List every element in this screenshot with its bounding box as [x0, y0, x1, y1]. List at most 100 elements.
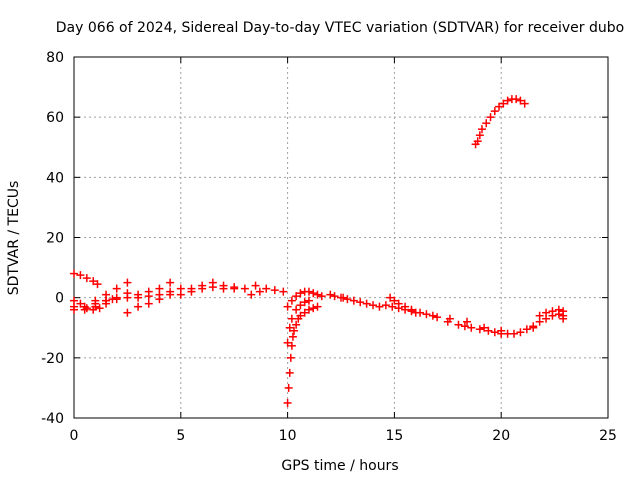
data-point: [296, 311, 305, 320]
data-point: [80, 302, 89, 311]
data-point: [296, 301, 305, 310]
data-point: [490, 107, 499, 116]
data-point: [512, 95, 521, 104]
data-point: [285, 323, 294, 332]
data-point: [554, 305, 563, 314]
data-point: [300, 298, 309, 307]
data-point: [313, 302, 322, 311]
data-point: [454, 320, 463, 329]
data-point: [287, 341, 296, 350]
data-point: [475, 131, 484, 140]
data-point: [300, 308, 309, 317]
data-point: [219, 284, 228, 293]
data-point: [394, 299, 403, 308]
x-tick-labels: 0 5 10 15 20 25: [70, 428, 617, 444]
data-point: [230, 284, 239, 293]
data-point: [304, 305, 313, 314]
data-point: [176, 290, 185, 299]
data-point: [123, 278, 132, 287]
data-point: [401, 302, 410, 311]
x-tick-label: 20: [492, 428, 510, 444]
data-point: [286, 353, 295, 362]
data-point: [287, 314, 296, 323]
x-tick-label: 25: [599, 428, 617, 444]
data-point: [339, 293, 348, 302]
data-point: [330, 292, 339, 301]
data-point: [497, 326, 506, 335]
data-point: [95, 304, 104, 313]
data-point: [155, 284, 164, 293]
data-point: [480, 323, 489, 332]
data-point: [251, 281, 260, 290]
data-point: [240, 284, 249, 293]
data-point: [70, 305, 78, 314]
data-point: [486, 113, 495, 122]
data-point: [559, 307, 568, 316]
y-tick-label: 80: [46, 50, 64, 66]
data-point: [91, 296, 100, 305]
data-point: [422, 310, 431, 319]
data-point: [134, 293, 143, 302]
x-tick-label: 15: [385, 428, 403, 444]
data-point: [82, 274, 91, 283]
data-point: [490, 328, 499, 337]
data-point: [292, 320, 301, 329]
data-point: [283, 398, 292, 407]
data-point: [559, 314, 568, 323]
data-point: [503, 96, 512, 105]
data-point: [283, 338, 292, 347]
data-point: [187, 284, 196, 293]
data-point: [144, 287, 153, 296]
axis-ticks: [73, 56, 609, 419]
data-point: [89, 277, 98, 286]
data-point: [166, 290, 175, 299]
data-point: [482, 119, 491, 128]
data-point: [428, 311, 437, 320]
y-tick-label: -40: [41, 411, 64, 427]
data-point: [70, 269, 78, 278]
data-point: [463, 317, 472, 326]
data-point: [93, 280, 102, 289]
data-point: [76, 271, 85, 280]
data-point: [516, 328, 525, 337]
data-point: [390, 296, 399, 305]
data-point: [247, 290, 256, 299]
y-tick-label: 20: [46, 231, 64, 247]
data-point: [484, 326, 493, 335]
data-point: [535, 311, 544, 320]
y-axis-label: SDTVAR / TECUs: [6, 181, 22, 296]
data-point: [388, 302, 397, 311]
x-tick-label: 5: [176, 428, 185, 444]
data-point: [255, 287, 264, 296]
data-point: [287, 296, 296, 305]
data-point: [102, 290, 111, 299]
data-point: [542, 308, 551, 317]
data-point: [288, 332, 297, 341]
data-point: [499, 99, 508, 108]
data-point: [283, 302, 292, 311]
data-point: [309, 304, 318, 313]
data-point: [510, 329, 519, 338]
y-tick-label: -20: [41, 351, 64, 367]
data-point: [477, 125, 486, 134]
data-point: [309, 289, 318, 298]
y-tick-label: 60: [46, 110, 64, 126]
data-point: [208, 283, 217, 292]
x-tick-label: 0: [70, 428, 79, 444]
data-point: [304, 296, 313, 305]
data-point: [343, 295, 352, 304]
data-point: [467, 323, 476, 332]
data-point: [76, 299, 85, 308]
data-point: [326, 290, 335, 299]
data-point: [304, 287, 313, 296]
data-point: [369, 301, 378, 310]
data-point: [166, 278, 175, 287]
data-point: [433, 313, 442, 322]
x-axis-label: GPS time / hours: [281, 458, 398, 474]
data-point: [198, 281, 207, 290]
data-point: [522, 325, 531, 334]
data-point: [112, 295, 121, 304]
data-point: [475, 325, 484, 334]
data-point: [270, 286, 279, 295]
